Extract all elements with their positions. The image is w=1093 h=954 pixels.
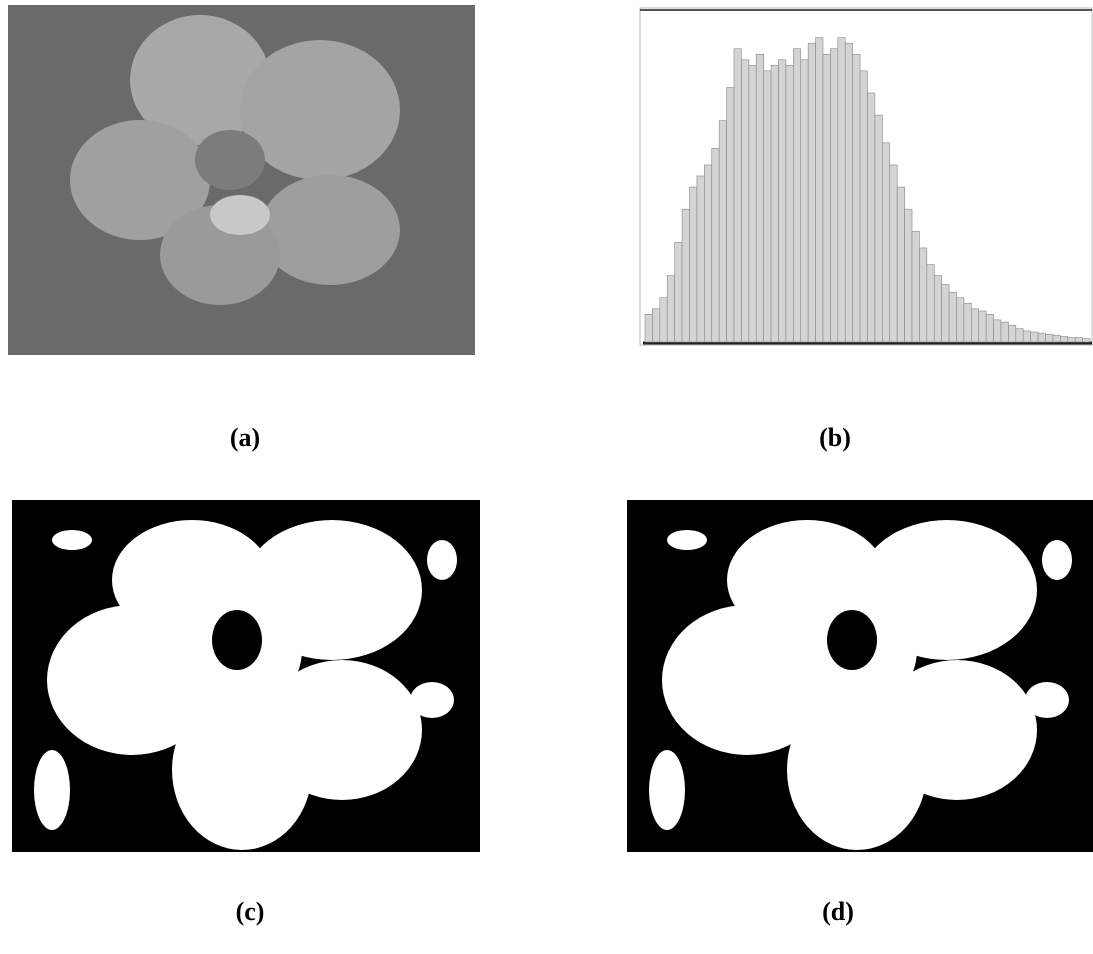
bar [1067, 337, 1076, 343]
bar [926, 264, 935, 343]
bar [941, 284, 950, 343]
bar [904, 208, 913, 343]
bar [830, 48, 839, 343]
bar [948, 291, 957, 343]
bar [718, 120, 727, 343]
bar [1074, 337, 1083, 343]
binary-image [627, 500, 1093, 852]
binary-image [12, 500, 480, 852]
bar [785, 65, 794, 343]
bar [807, 42, 816, 343]
bar [889, 164, 898, 343]
bar [985, 314, 994, 343]
bar [1008, 325, 1017, 343]
bar [800, 59, 809, 343]
bar [755, 53, 764, 343]
bar [741, 59, 750, 343]
bar [963, 302, 972, 343]
bar [867, 92, 876, 343]
bar [689, 186, 698, 343]
bar [837, 37, 846, 343]
bar [815, 37, 824, 343]
bar [696, 175, 705, 343]
bar [1052, 335, 1061, 343]
bar [933, 275, 942, 343]
bar [1037, 332, 1046, 343]
bar [733, 48, 742, 343]
panel-label: (a) [230, 423, 260, 452]
bar [1030, 331, 1039, 343]
bar [882, 142, 891, 343]
photo [8, 5, 475, 355]
panel-label: (c) [236, 897, 265, 926]
bar [652, 308, 661, 343]
bar [1015, 328, 1024, 343]
bar [844, 42, 853, 343]
bar [726, 87, 735, 343]
bar [859, 70, 868, 343]
bar [1045, 333, 1054, 343]
bar [822, 53, 831, 343]
bar [793, 48, 802, 343]
bar [919, 247, 928, 343]
bar [956, 297, 965, 343]
bar [1022, 330, 1031, 343]
bar [896, 186, 905, 343]
bar [711, 148, 720, 343]
bars [644, 37, 1091, 343]
bar [778, 59, 787, 343]
panel-label: (b) [819, 423, 851, 452]
bar [852, 53, 861, 343]
bar [1082, 338, 1091, 343]
panel-label: (d) [822, 897, 854, 926]
bar [993, 319, 1002, 343]
bar [1060, 336, 1069, 343]
bar [748, 65, 757, 343]
bar [874, 114, 883, 343]
bar [763, 70, 772, 343]
bar [704, 164, 713, 343]
histogram [639, 7, 1093, 346]
bar [644, 314, 653, 343]
bar [666, 275, 675, 343]
bar [659, 297, 668, 343]
bar [971, 308, 980, 343]
bar [770, 65, 779, 343]
bar [978, 310, 987, 343]
bar [1000, 321, 1009, 343]
bar [911, 231, 920, 343]
bar [674, 242, 683, 343]
bar [681, 208, 690, 343]
